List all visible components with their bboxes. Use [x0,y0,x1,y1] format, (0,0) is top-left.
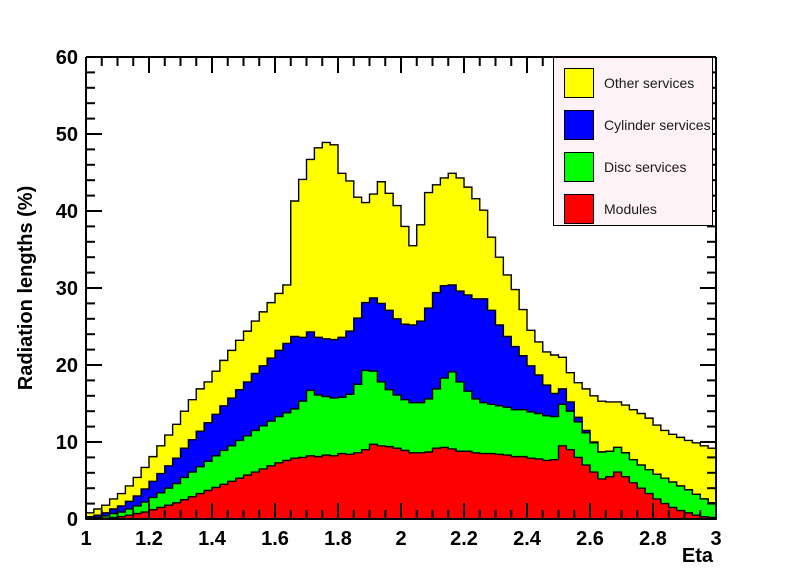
x-tick-label-1.4: 1.4 [198,528,227,550]
y-axis-title: Radiation lengths (%) [15,186,37,390]
y-tick-label-40: 40 [56,201,78,223]
x-tick-label-2.8: 2.8 [639,528,667,550]
y-tick-label-10: 10 [56,432,78,454]
legend-item-other-services[interactable]: Other services [564,66,694,100]
x-tick-label-2: 2 [395,528,406,550]
legend-label-modules: Modules [604,201,657,217]
y-tick-label-20: 20 [56,355,78,377]
legend-label-disc-services: Disc services [604,159,687,175]
tick-labels-group: 0 10 20 30 40 50 60 1 1.2 1.4 1.6 1.8 2 2.2 2.4 2.6 2.8 3 [56,47,722,550]
legend-item-disc-services[interactable]: Disc services [564,150,686,184]
legend-swatch-modules [564,194,594,224]
x-tick-label-1.6: 1.6 [261,528,289,550]
y-tick-label-50: 50 [56,124,78,146]
x-tick-label-1.2: 1.2 [135,528,163,550]
x-tick-label-1: 1 [80,528,91,550]
x-tick-label-2.6: 2.6 [576,528,604,550]
x-tick-label-3: 3 [710,528,721,550]
x-tick-label-1.8: 1.8 [324,528,352,550]
legend-swatch-disc-services [564,152,594,182]
series-group [85,141,717,520]
legend-swatch-other-services [564,68,594,98]
y-tick-label-0: 0 [67,509,78,531]
legend-label-cylinder-services: Cylinder services [604,117,711,133]
x-axis-title: Eta [682,545,714,567]
x-tick-label-2.2: 2.2 [450,528,478,550]
y-tick-label-60: 60 [56,47,78,69]
legend-item-cylinder-services[interactable]: Cylinder services [564,108,711,142]
y-tick-label-30: 30 [56,278,78,300]
x-tick-label-2.4: 2.4 [513,528,542,550]
chart-legend: Other services Cylinder services Disc se… [553,57,713,226]
legend-item-modules[interactable]: Modules [564,192,657,226]
legend-label-other-services: Other services [604,75,695,91]
legend-swatch-cylinder-services [564,110,594,140]
series-area-modules [86,443,717,520]
ticks-group [85,56,717,520]
